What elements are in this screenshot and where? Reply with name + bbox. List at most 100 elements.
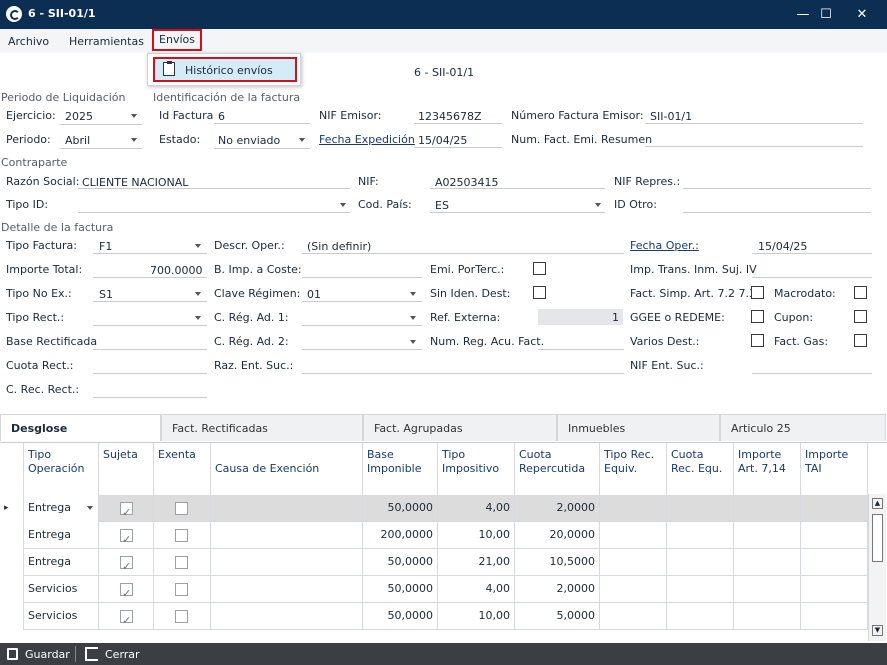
cell-cuota-repercutida[interactable]: 5,0000: [515, 603, 600, 630]
chevron-down-icon[interactable]: [410, 292, 416, 296]
col-importe-art-714[interactable]: Importe Art. 7,14: [734, 443, 801, 495]
fecha-expedicion-field[interactable]: 15/04/25: [418, 134, 468, 147]
num-fact-resumen-field[interactable]: [645, 146, 863, 147]
cell-tipo-operacion[interactable]: Servicios: [24, 576, 99, 603]
table-cell[interactable]: [667, 549, 734, 576]
imp-trans-field[interactable]: [752, 277, 872, 278]
macrodato-checkbox[interactable]: [854, 286, 867, 299]
cell-tipo-impositivo[interactable]: 21,00: [438, 549, 515, 576]
exenta-checkbox[interactable]: [175, 610, 188, 623]
col-exenta[interactable]: Exenta: [154, 443, 211, 495]
fecha-oper-field[interactable]: 15/04/25: [758, 240, 808, 253]
base-rectificada-field[interactable]: [93, 349, 207, 350]
tab-fact-rectificadas[interactable]: Fact. Rectificadas: [161, 414, 363, 441]
tab-articulo-25[interactable]: Articulo 25: [720, 414, 886, 441]
table-cell[interactable]: [600, 495, 667, 522]
table-cell[interactable]: [801, 495, 868, 522]
emi-porterc-checkbox[interactable]: [533, 262, 546, 275]
col-sujeta[interactable]: Sujeta: [99, 443, 154, 495]
chevron-down-icon[interactable]: [131, 114, 137, 118]
table-cell[interactable]: [600, 522, 667, 549]
menu-item-historico-envios[interactable]: Histórico envíos: [153, 57, 297, 82]
chevron-down-icon[interactable]: [131, 138, 137, 142]
tipo-id-select[interactable]: [78, 212, 350, 213]
sujeta-checkbox[interactable]: [120, 581, 133, 603]
table-cell[interactable]: [211, 549, 363, 576]
cell-cuota-repercutida[interactable]: 10,5000: [515, 549, 600, 576]
cell-cuota-repercutida[interactable]: 20,0000: [515, 522, 600, 549]
cell-sujeta[interactable]: [99, 495, 154, 522]
row-selector[interactable]: [0, 576, 24, 603]
chevron-down-icon[interactable]: [410, 316, 416, 320]
minimize-button[interactable]: —: [796, 7, 810, 22]
cell-base-imponible[interactable]: 50,0000: [363, 603, 438, 630]
col-tipo-rec-equiv[interactable]: Tipo Rec. Equiv.: [600, 443, 667, 495]
col-causa-exencion[interactable]: Causa de Exención: [211, 443, 363, 495]
chevron-down-icon[interactable]: [87, 506, 93, 510]
num-reg-acu-field[interactable]: [538, 349, 624, 350]
cell-exenta[interactable]: [154, 603, 211, 630]
cell-sujeta[interactable]: [99, 522, 154, 549]
row-selector[interactable]: ▸: [0, 495, 24, 522]
table-cell[interactable]: [801, 603, 868, 630]
sujeta-checkbox[interactable]: [120, 554, 133, 576]
fecha-oper-link[interactable]: Fecha Oper.:: [630, 239, 699, 252]
menu-herramientas[interactable]: Herramientas: [69, 35, 144, 48]
cell-base-imponible[interactable]: 50,0000: [363, 576, 438, 603]
cell-tipo-impositivo[interactable]: 10,00: [438, 522, 515, 549]
scroll-thumb[interactable]: [872, 514, 883, 562]
estado-select[interactable]: No enviado: [218, 134, 281, 147]
nif-emisor-field[interactable]: 12345678Z: [418, 110, 482, 123]
cell-sujeta[interactable]: [99, 549, 154, 576]
exenta-checkbox[interactable]: [175, 583, 188, 596]
table-cell[interactable]: [667, 522, 734, 549]
table-cell[interactable]: [734, 603, 801, 630]
col-tipo-impositivo[interactable]: Tipo Impositivo: [438, 443, 515, 495]
cuota-rect-field[interactable]: [93, 373, 207, 374]
cod-pais-select[interactable]: ES: [435, 199, 449, 212]
cell-sujeta[interactable]: [99, 576, 154, 603]
cell-base-imponible[interactable]: 50,0000: [363, 549, 438, 576]
table-cell[interactable]: [600, 603, 667, 630]
table-cell[interactable]: [801, 576, 868, 603]
chevron-down-icon[interactable]: [195, 292, 201, 296]
table-cell[interactable]: [667, 603, 734, 630]
cell-tipo-operacion[interactable]: Entrega: [24, 549, 99, 576]
tab-desglose[interactable]: Desglose: [0, 414, 161, 441]
cerrar-button[interactable]: Cerrar: [82, 646, 150, 662]
cell-base-imponible[interactable]: 50,0000: [363, 495, 438, 522]
chevron-down-icon[interactable]: [410, 340, 416, 344]
sin-iden-dest-checkbox[interactable]: [533, 286, 546, 299]
scroll-up-icon[interactable]: ▲: [872, 498, 883, 509]
table-cell[interactable]: [667, 576, 734, 603]
chevron-down-icon[interactable]: [299, 138, 305, 142]
cell-base-imponible[interactable]: 200,0000: [363, 522, 438, 549]
nif-repres-field[interactable]: [683, 188, 871, 189]
nif-field[interactable]: A02503415: [435, 176, 499, 189]
table-cell[interactable]: [600, 549, 667, 576]
col-base-imponible[interactable]: Base Imponible: [363, 443, 438, 495]
cell-exenta[interactable]: [154, 576, 211, 603]
table-cell[interactable]: [211, 603, 363, 630]
ref-externa-field[interactable]: [538, 309, 623, 325]
periodo-select[interactable]: Abril: [65, 134, 91, 147]
guardar-button[interactable]: Guardar: [4, 646, 72, 662]
cell-exenta[interactable]: [154, 549, 211, 576]
b-imp-coste-field[interactable]: [302, 277, 422, 278]
c-reg-ad2-select[interactable]: [302, 349, 422, 350]
table-cell[interactable]: [600, 576, 667, 603]
table-cell[interactable]: [734, 576, 801, 603]
clave-regimen-select[interactable]: 01: [307, 288, 321, 301]
cell-tipo-operacion[interactable]: Entrega: [24, 522, 99, 549]
cell-sujeta[interactable]: [99, 603, 154, 630]
varios-dest-checkbox[interactable]: [751, 334, 764, 347]
cell-exenta[interactable]: [154, 495, 211, 522]
tab-inmuebles[interactable]: Inmuebles: [557, 414, 720, 441]
cell-tipo-impositivo[interactable]: 4,00: [438, 495, 515, 522]
nif-ent-suc-field[interactable]: [752, 373, 872, 374]
table-cell[interactable]: [734, 522, 801, 549]
cupon-checkbox[interactable]: [854, 310, 867, 323]
